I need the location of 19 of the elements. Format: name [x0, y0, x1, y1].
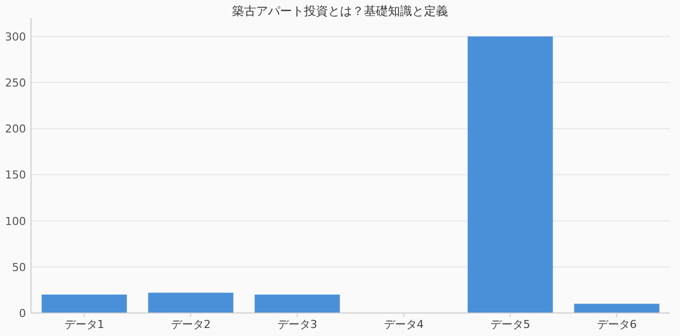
bar: [574, 304, 660, 313]
y-tick-label: 200: [5, 122, 26, 136]
bar: [42, 294, 127, 313]
x-tick-label: データ3: [277, 318, 318, 331]
x-tick-label: データ1: [64, 318, 104, 331]
y-tick-label: 100: [5, 214, 26, 228]
y-tick-label: 150: [5, 168, 26, 182]
x-tick-label: データ6: [596, 318, 637, 331]
x-tick-label: データ5: [490, 318, 530, 331]
bar: [254, 294, 340, 313]
chart-title: 築古アパート投資とは？基礎知識と定義: [232, 4, 448, 18]
y-tick-label: 0: [19, 307, 26, 320]
x-tick-label: データ4: [384, 318, 424, 331]
bar: [148, 292, 234, 313]
bar: [468, 36, 553, 313]
y-tick-label: 300: [5, 30, 26, 44]
x-tick-label: データ2: [170, 318, 211, 331]
y-tick-label: 50: [12, 260, 26, 274]
y-tick-label: 250: [5, 76, 26, 90]
